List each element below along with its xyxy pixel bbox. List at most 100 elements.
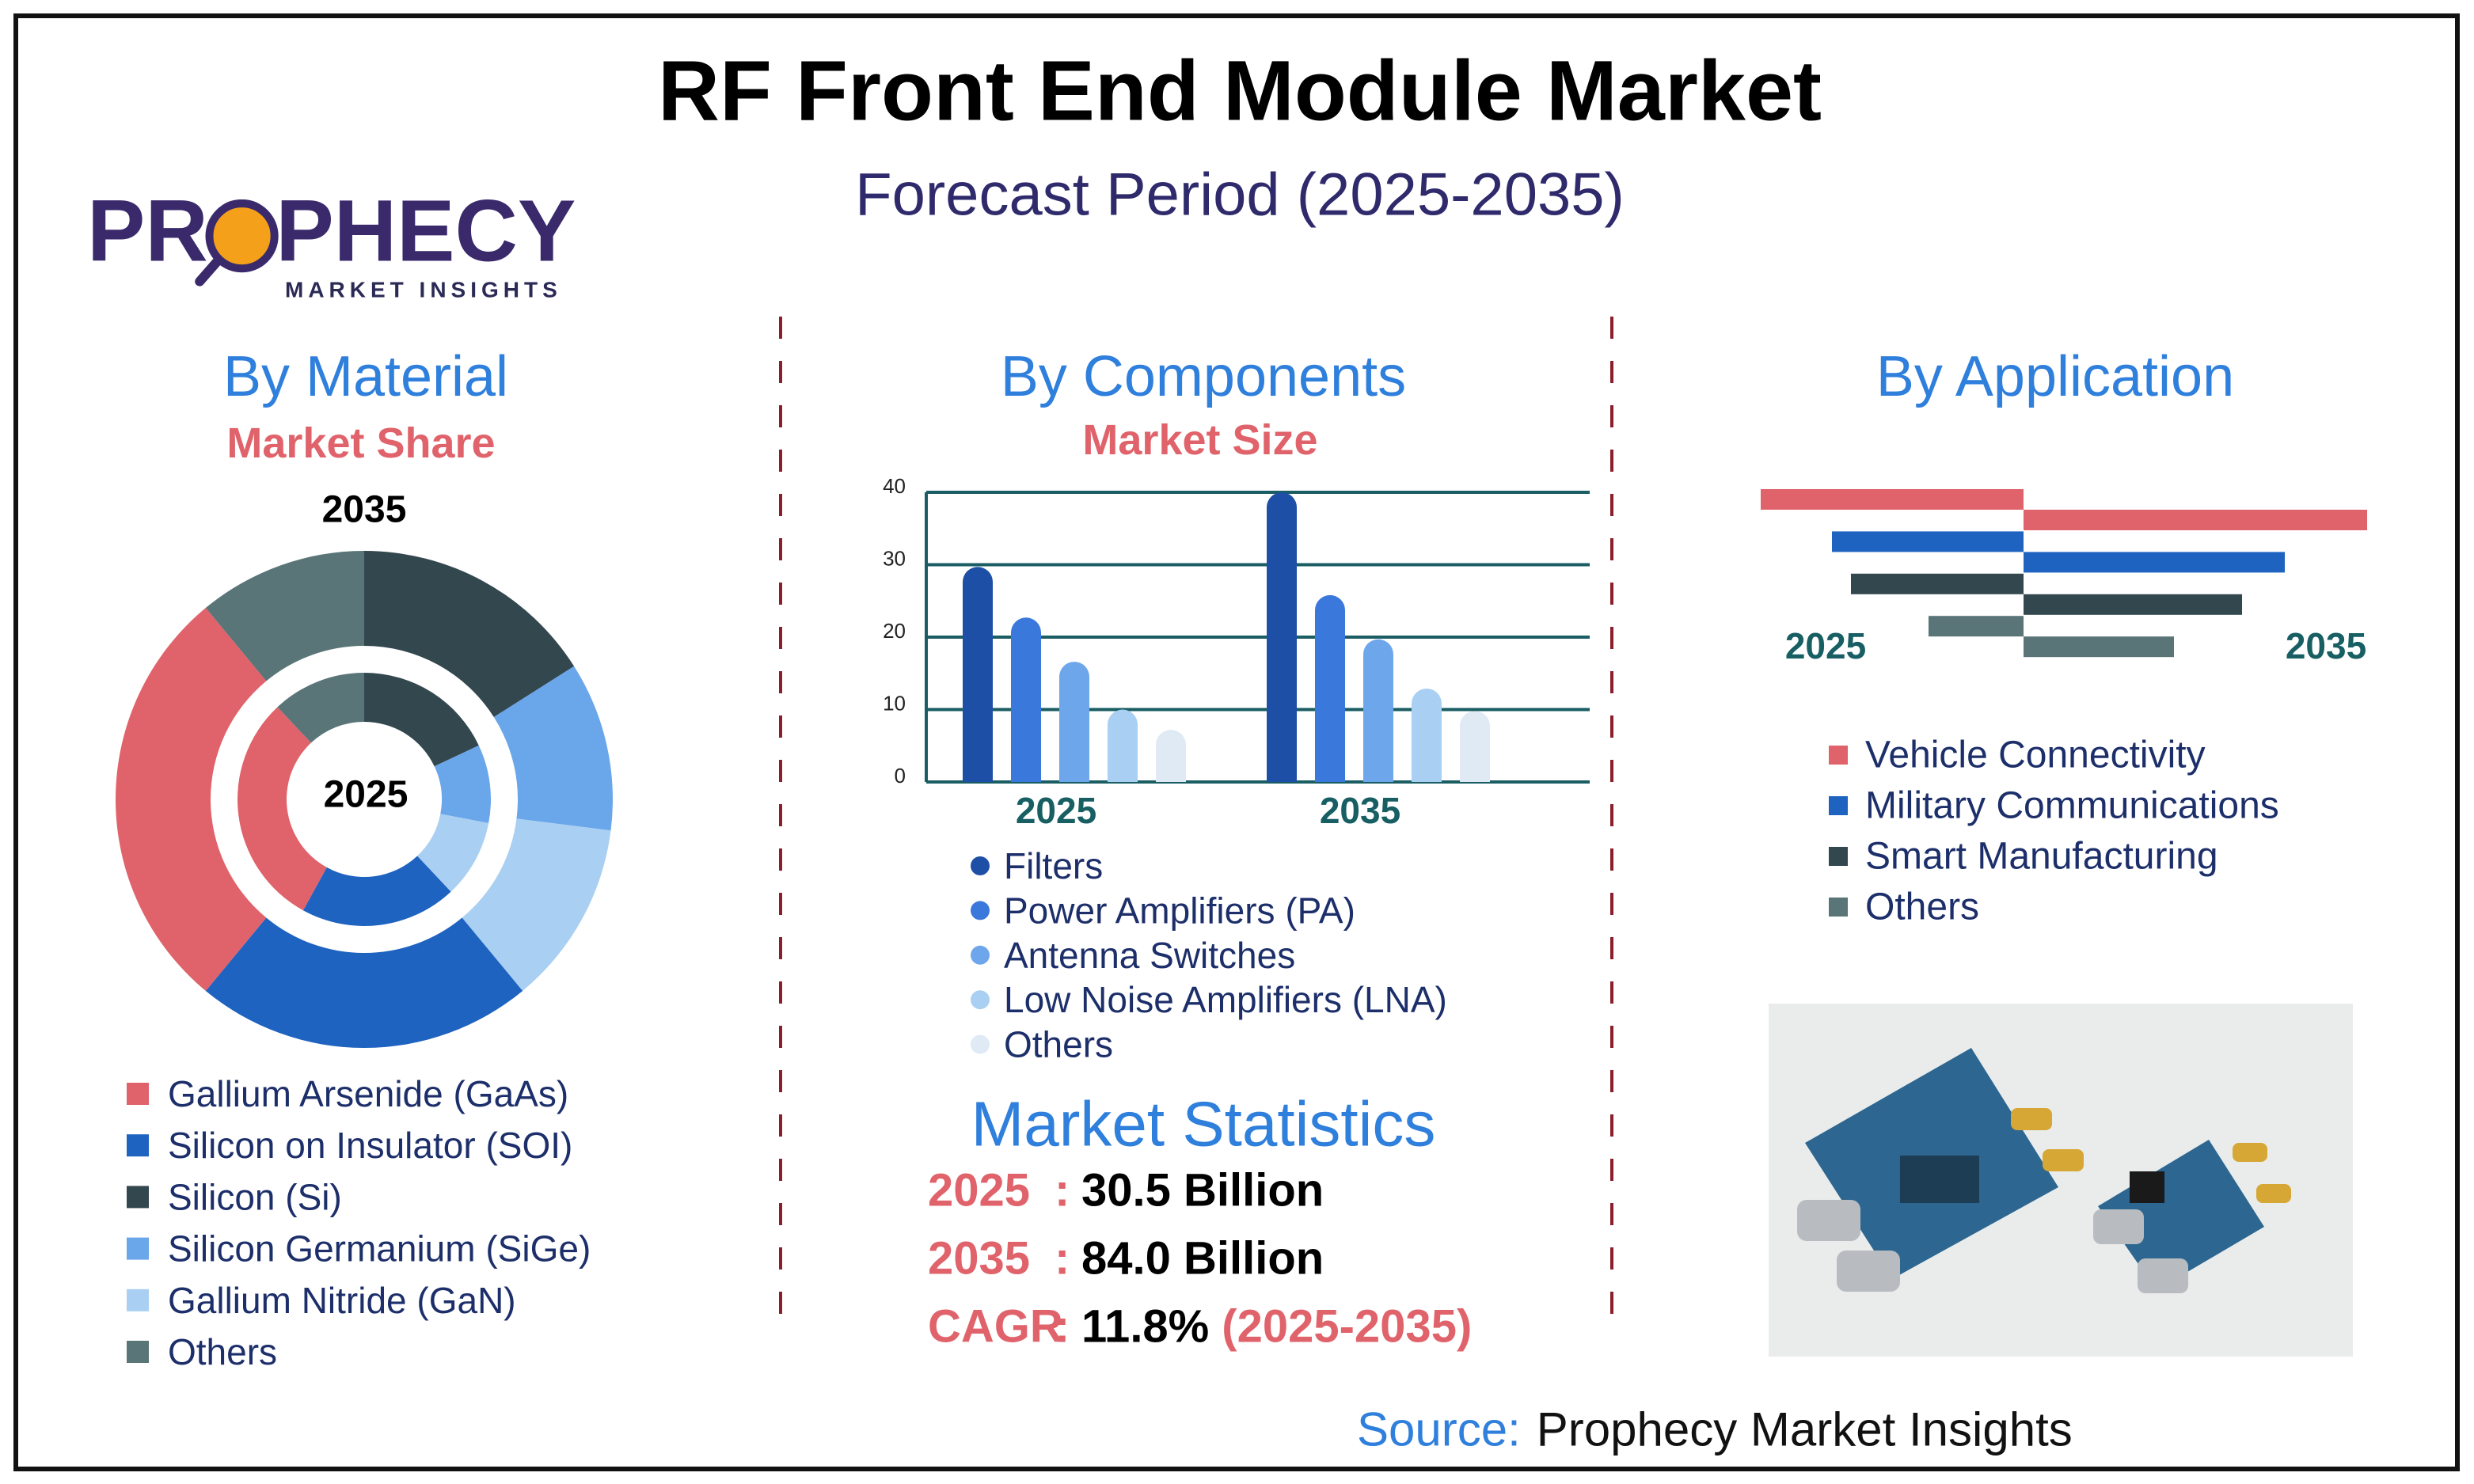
- donut-segment: [434, 745, 491, 823]
- connector: [2043, 1149, 2084, 1171]
- bar: [1011, 617, 1041, 782]
- series-label: 2035: [2286, 625, 2366, 666]
- donut-segment: [205, 917, 523, 1048]
- y-tick-label: 0: [895, 764, 906, 788]
- stat-separator: :: [1055, 1301, 1070, 1353]
- stat-label: 2035: [928, 1233, 1030, 1285]
- bar: [1929, 616, 2024, 637]
- legend-label: Silicon on Insulator (SOI): [168, 1125, 572, 1166]
- stat-label: 2025: [928, 1165, 1030, 1216]
- connector: [2256, 1184, 2291, 1203]
- series-label: 2025: [324, 774, 409, 816]
- stat-label: CAGR: [928, 1301, 1063, 1353]
- donut-segment: [364, 673, 479, 767]
- legend-label: Others: [1004, 1024, 1113, 1065]
- donut-segment: [237, 707, 327, 911]
- legend-label: Filters: [1004, 845, 1103, 886]
- stat-period: (2025-2035): [1222, 1301, 1472, 1353]
- source-label: Source:: [1357, 1403, 1521, 1456]
- stat-separator: :: [1055, 1165, 1070, 1216]
- legend-label: Smart Manufacturing: [1865, 836, 2218, 878]
- connector: [2093, 1209, 2144, 1244]
- y-tick-label: 20: [883, 619, 906, 643]
- connector: [1837, 1251, 1900, 1292]
- donut-segment: [277, 673, 364, 743]
- legend-label: Silicon (Si): [168, 1176, 342, 1217]
- statistics-title: Market Statistics: [971, 1089, 1436, 1159]
- connector: [1797, 1200, 1860, 1241]
- legend-swatch: [1829, 746, 1848, 765]
- section-title: By Application: [1876, 345, 2234, 408]
- source-text: Prophecy Market Insights: [1537, 1403, 2073, 1456]
- product-photo: [1769, 1004, 2353, 1357]
- legend-swatch: [127, 1134, 149, 1157]
- logo-lens: [205, 199, 279, 273]
- logo-name: PROPHECY: [87, 183, 576, 280]
- title: RF Front End Module Market: [658, 43, 1822, 139]
- section-subtitle: Market Size: [1082, 416, 1317, 464]
- legend-marker: [971, 945, 990, 965]
- y-tick-label: 10: [883, 692, 906, 715]
- bar: [1108, 709, 1138, 782]
- bar: [2024, 636, 2174, 658]
- stat-value: 84.0 Billion: [1081, 1233, 1324, 1285]
- donut-segment: [417, 814, 489, 892]
- legend-marker: [971, 990, 990, 1010]
- legend-label: Antenna Switches: [1004, 935, 1295, 976]
- x-tick-label: 2035: [1320, 790, 1400, 831]
- bar: [1363, 639, 1393, 782]
- chip: [2130, 1171, 2164, 1203]
- stat-value: 11.8%: [1081, 1301, 1209, 1353]
- stat-separator: :: [1055, 1233, 1070, 1285]
- section-title: By Material: [223, 345, 508, 408]
- legend-label: Gallium Arsenide (GaAs): [168, 1073, 568, 1114]
- bar: [963, 567, 993, 782]
- donut-segment: [493, 666, 613, 831]
- donut-segment: [115, 608, 267, 991]
- legend-swatch: [127, 1186, 149, 1209]
- legend-label: Power Amplifiers (PA): [1004, 890, 1355, 931]
- donut-segment: [205, 551, 364, 681]
- bar: [1832, 531, 2024, 552]
- logo-tagline: MARKET INSIGHTS: [285, 278, 562, 302]
- legend-label: Military Communications: [1865, 785, 2279, 827]
- legend-label: Silicon Germanium (SiGe): [168, 1228, 591, 1270]
- subtitle: Forecast Period (2025-2035): [855, 161, 1625, 229]
- legend-marker: [971, 901, 990, 920]
- legend-swatch: [127, 1289, 149, 1311]
- bar: [1460, 711, 1490, 782]
- y-tick-label: 40: [883, 474, 906, 498]
- logo-icon: [195, 199, 279, 287]
- stat-value: 30.5 Billion: [1081, 1165, 1324, 1216]
- y-tick-label: 30: [883, 547, 906, 571]
- bar: [1412, 688, 1442, 782]
- connector: [2011, 1108, 2052, 1130]
- legend-label: Low Noise Amplifiers (LNA): [1004, 979, 1447, 1020]
- chip: [1900, 1156, 1979, 1203]
- x-tick-label: 2025: [1016, 790, 1096, 831]
- donut-segment: [462, 818, 611, 991]
- series-label: 2025: [1785, 625, 1866, 666]
- connector: [2138, 1258, 2188, 1293]
- legend-swatch: [127, 1341, 149, 1363]
- section-title: By Components: [1001, 345, 1406, 408]
- legend-marker: [971, 1034, 990, 1054]
- section-subtitle: Market Share: [226, 419, 495, 467]
- legend-swatch: [127, 1237, 149, 1260]
- bar: [1267, 492, 1297, 782]
- bar: [2024, 594, 2242, 615]
- bar: [2024, 510, 2367, 530]
- legend-swatch: [1829, 898, 1848, 917]
- bar: [1156, 730, 1186, 782]
- bar: [1851, 573, 2024, 594]
- legend-label: Others: [1865, 886, 1979, 928]
- series-label: 2035: [322, 489, 407, 531]
- legend-label: Vehicle Connectivity: [1865, 734, 2206, 776]
- bar: [1761, 489, 2024, 510]
- bar: [1315, 594, 1345, 782]
- legend-label: Others: [168, 1331, 277, 1372]
- legend-swatch: [1829, 847, 1848, 866]
- bar: [2024, 552, 2285, 573]
